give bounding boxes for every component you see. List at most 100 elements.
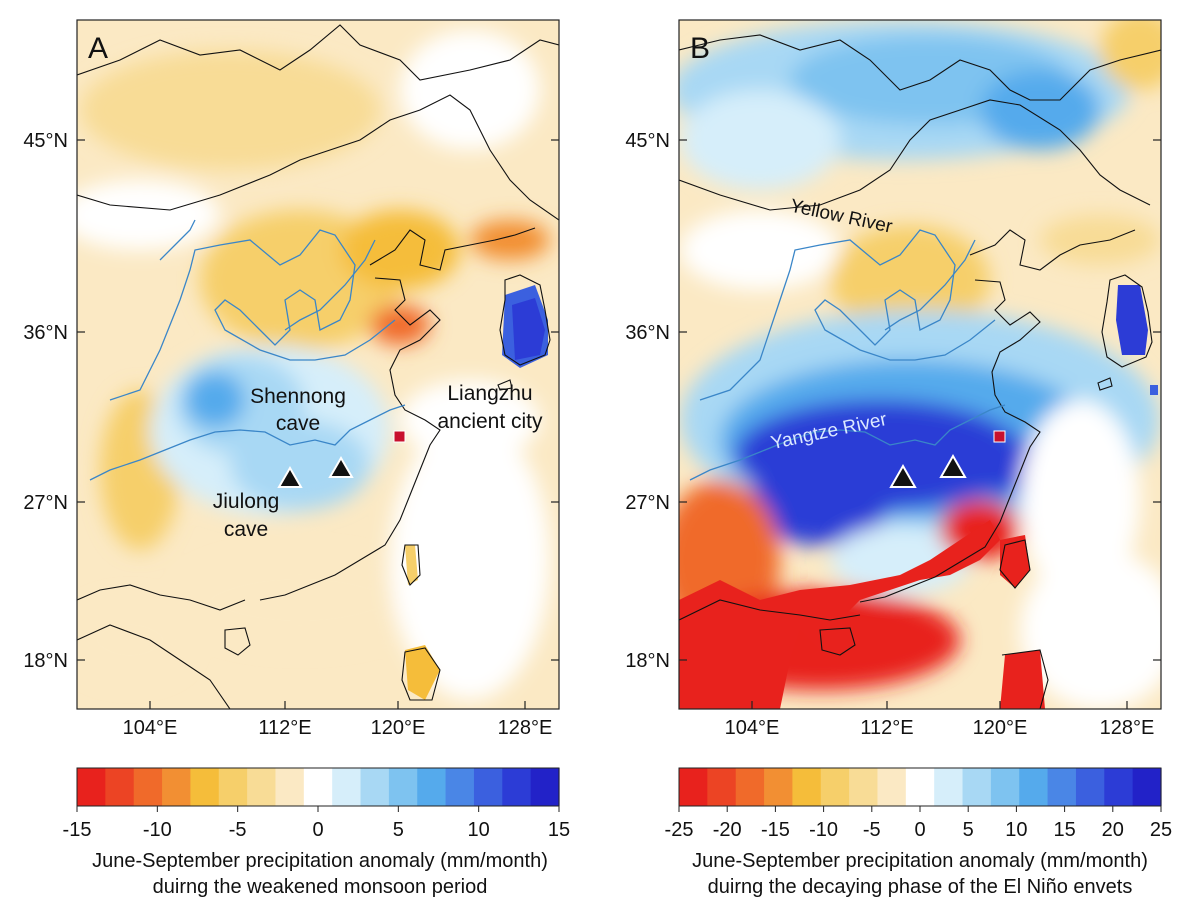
colorbar-tick-label: 10	[468, 819, 490, 841]
panel-a-lat-label-45: 45°N	[23, 130, 68, 152]
colorbar-swatch	[679, 768, 708, 806]
colorbar-tick-label: 5	[963, 819, 974, 841]
panel-a-lon-label-120: 120°E	[371, 717, 426, 739]
colorbar-swatch	[218, 768, 248, 806]
colorbar-swatch	[849, 768, 879, 806]
panel-b-letter: B	[690, 32, 710, 65]
panel-a-axis-ticks	[77, 139, 559, 709]
colorbar-b-caption: June-September precipitation anomaly (mm…	[600, 848, 1200, 900]
colorbar-swatch	[77, 768, 106, 806]
colorbar-swatch	[360, 768, 390, 806]
colorbar-swatch	[1075, 768, 1105, 806]
colorbar-swatch	[162, 768, 192, 806]
colorbar-swatch	[190, 768, 220, 806]
colorbar-a: -15 -10 -5 0 5 10 15	[63, 767, 570, 841]
colorbar-tick-label: 15	[1053, 819, 1075, 841]
colorbar-swatch	[247, 768, 277, 806]
panel-b-lon-label-128: 128°E	[1100, 717, 1155, 739]
shennong-cave-label-line1: Shennong	[250, 385, 346, 408]
panel-a-lat-label-36: 36°N	[23, 322, 68, 344]
colorbar-b-caption-line1: June-September precipitation anomaly (mm…	[692, 850, 1148, 872]
liangzhu-label-line1: Liangzhu	[447, 382, 532, 405]
panel-b-lat-label-27: 27°N	[625, 492, 670, 514]
colorbar-tick-label: -15	[761, 819, 790, 841]
panel-a-frame	[76, 19, 560, 710]
panel-a: 45°N 36°N 27°N 18°N 104°E 112°E 120°E 12…	[23, 19, 560, 739]
panel-a-lon-label-112: 112°E	[258, 717, 311, 739]
colorbar-swatch	[990, 768, 1020, 806]
panel-b-liangzhu-site-marker	[993, 430, 1006, 443]
panel-b-anomaly-field	[679, 20, 1161, 709]
colorbar-swatch	[388, 768, 418, 806]
panel-a-rivers	[89, 219, 406, 481]
colorbar-tick-label: 25	[1150, 819, 1172, 841]
colorbar-tick-label: -5	[229, 819, 247, 841]
panel-b: 45°N 36°N 27°N 18°N 104°E 112°E 120°E 12…	[625, 19, 1162, 739]
colorbar-tick-label: -5	[863, 819, 881, 841]
panel-b-coastlines	[679, 34, 1161, 709]
colorbar-swatch	[1047, 768, 1077, 806]
colorbar-tick-label: -10	[143, 819, 172, 841]
colorbar-tick-label: 20	[1102, 819, 1124, 841]
panel-a-anomaly-field	[77, 20, 559, 709]
colorbar-swatch	[792, 768, 822, 806]
colorbar-swatch	[820, 768, 850, 806]
colorbar-tick-label: -15	[63, 819, 92, 841]
colorbar-swatch	[133, 768, 163, 806]
colorbar-tick-label: 15	[548, 819, 570, 841]
colorbar-a-caption-line1: June-September precipitation anomaly (mm…	[92, 850, 548, 872]
shennong-cave-label-line2: cave	[276, 412, 320, 435]
colorbar-tick-label: 5	[393, 819, 404, 841]
colorbar-tick-label: 10	[1005, 819, 1027, 841]
colorbar-swatch	[905, 768, 935, 806]
panel-b-lon-label-120: 120°E	[973, 717, 1028, 739]
shennong-cave-marker	[328, 456, 354, 478]
panel-b-frame	[678, 19, 1162, 710]
colorbar-swatch	[417, 768, 447, 806]
jiulong-cave-label-line2: cave	[224, 518, 268, 541]
panel-a-lat-label-18: 18°N	[23, 650, 68, 672]
colorbar-swatch	[332, 768, 362, 806]
colorbar-tick-label: -25	[665, 819, 694, 841]
colorbar-swatch	[1104, 768, 1134, 806]
colorbar-swatch	[445, 768, 475, 806]
panel-b-axis-ticks	[679, 139, 1161, 709]
panel-b-lat-label-45: 45°N	[625, 130, 670, 152]
colorbar-swatch	[303, 768, 333, 806]
panel-b-lat-label-18: 18°N	[625, 650, 670, 672]
colorbar-tick-label: -10	[809, 819, 838, 841]
liangzhu-site-marker	[393, 430, 406, 443]
jiulong-cave-marker	[277, 466, 303, 488]
colorbar-swatch	[962, 768, 992, 806]
panel-b-lon-label-112: 112°E	[860, 717, 913, 739]
colorbar-swatch	[105, 768, 135, 806]
panel-a-lon-label-128: 128°E	[498, 717, 553, 739]
colorbar-swatch	[502, 768, 532, 806]
colorbar-tick-label: 0	[312, 819, 323, 841]
colorbar-b-caption-line2: duirng the decaying phase of the El Niño…	[707, 876, 1133, 898]
liangzhu-label-line2: ancient city	[437, 410, 543, 433]
colorbar-swatch	[934, 768, 964, 806]
panel-b-jiulong-cave-marker	[889, 463, 917, 488]
panel-b-shennong-cave-marker	[939, 453, 967, 478]
colorbar-swatch	[1132, 768, 1162, 806]
colorbar-swatch	[275, 768, 305, 806]
panel-b-rivers	[689, 229, 1006, 481]
colorbar-tick-label: -20	[713, 819, 742, 841]
panel-a-lon-label-104: 104°E	[123, 717, 178, 739]
panel-b-lat-label-36: 36°N	[625, 322, 670, 344]
colorbar-swatch	[877, 768, 907, 806]
colorbar-a-caption: June-September precipitation anomaly (mm…	[0, 848, 640, 900]
colorbar-swatch	[707, 768, 737, 806]
panel-b-lon-label-104: 104°E	[725, 717, 780, 739]
colorbar-b: -25 -20 -15 -10 -5 0 5 10 15 20 25	[665, 767, 1172, 841]
jiulong-cave-label-line1: Jiulong	[213, 490, 280, 513]
colorbar-a-caption-line2: duirng the weakened monsoon period	[152, 876, 488, 898]
colorbar-swatch	[735, 768, 765, 806]
colorbar-swatch	[1019, 768, 1049, 806]
panel-a-letter: A	[88, 32, 108, 65]
panel-a-lat-label-27: 27°N	[23, 492, 68, 514]
panel-a-coastlines	[77, 24, 559, 709]
colorbar-tick-label: 0	[914, 819, 925, 841]
